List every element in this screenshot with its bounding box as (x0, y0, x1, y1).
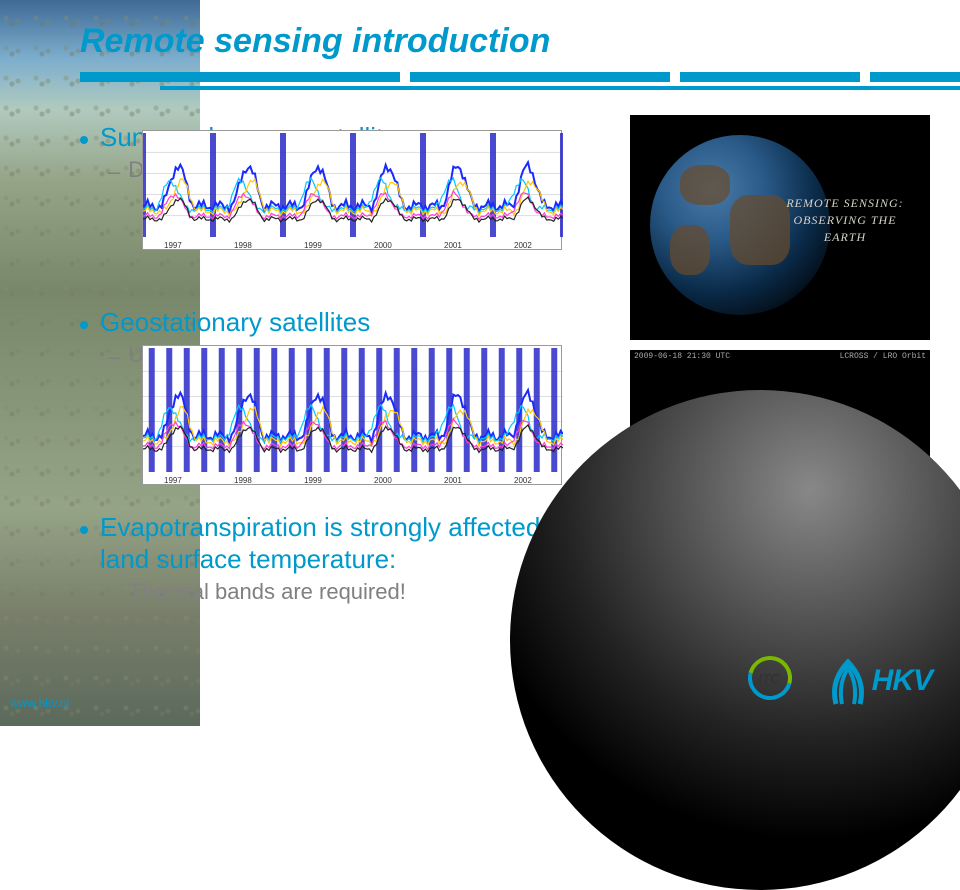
sub-text: Thermal bands are required! (128, 579, 406, 605)
svg-text:2002: 2002 (514, 241, 532, 250)
hkv-logo: HKV (828, 656, 932, 706)
moon-image: 2009-06-18 21:30 UTC LCROSS / LRO Orbit (630, 350, 930, 575)
svg-text:2001: 2001 (444, 241, 462, 250)
moon-meta-left: 2009-06-18 21:30 UTC (634, 352, 730, 361)
bullet-2: Geostationary satellites (80, 307, 620, 338)
svg-text:1997: 1997 (164, 241, 182, 250)
svg-text:2002: 2002 (514, 476, 532, 485)
svg-text:2000: 2000 (374, 241, 392, 250)
footer-url: www.hkv.nl (10, 696, 69, 710)
bullet-dot (80, 526, 88, 534)
bullet-text: Geostationary satellites (100, 307, 370, 338)
page-title: Remote sensing introduction (80, 22, 550, 61)
bullet-dot (80, 136, 88, 144)
title-underline (80, 72, 960, 92)
earth-image: REMOTE SENSING: OBSERVING THE EARTH (630, 115, 930, 340)
svg-text:1998: 1998 (234, 476, 252, 485)
logo-row: ITC HKV (748, 656, 932, 706)
svg-text:1997: 1997 (164, 476, 182, 485)
svg-text:1998: 1998 (234, 241, 252, 250)
moon-meta-right: LCROSS / LRO Orbit (840, 352, 926, 361)
timeseries-chart-1: 1997 1998 1999 2000 2001 2002 (142, 130, 562, 250)
earth-caption: REMOTE SENSING: OBSERVING THE EARTH (780, 195, 910, 245)
itc-logo: ITC (748, 656, 798, 706)
dash-icon: – (108, 581, 120, 607)
dash-icon: – (108, 344, 120, 370)
timeseries-chart-2: 1997 1998 1999 2000 2001 2002 (142, 345, 562, 485)
svg-text:2001: 2001 (444, 476, 462, 485)
hkv-text: HKV (872, 664, 932, 698)
svg-text:1999: 1999 (304, 241, 322, 250)
svg-text:2000: 2000 (374, 476, 392, 485)
itc-text: ITC (759, 671, 780, 686)
hkv-arc-icon (828, 656, 868, 706)
earth-caption-line1: REMOTE SENSING: (786, 196, 903, 210)
svg-text:1999: 1999 (304, 476, 322, 485)
earth-caption-line2: OBSERVING THE EARTH (793, 213, 896, 244)
bullet-dot (80, 321, 88, 329)
dash-icon: – (108, 159, 120, 185)
